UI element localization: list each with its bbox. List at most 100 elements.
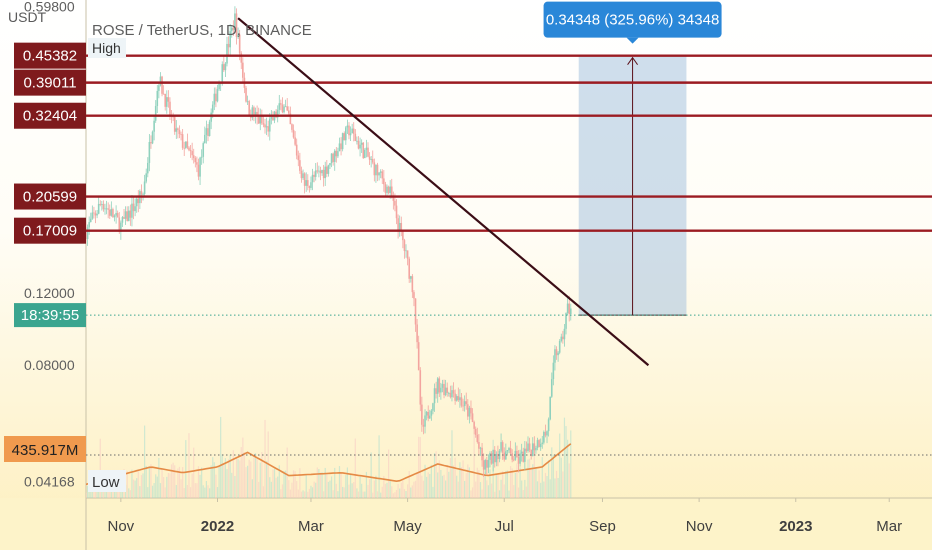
candle-body [318, 170, 320, 172]
level-label: 0.17009 [23, 223, 77, 240]
horizontal-levels [86, 54, 932, 232]
volume-bar [142, 473, 144, 498]
candle-body [124, 211, 127, 219]
x-tick-label: Nov [686, 518, 713, 535]
volume-bar [243, 452, 246, 498]
candle-body [378, 172, 380, 176]
candle-body [226, 43, 228, 64]
candle-body [188, 147, 190, 151]
volume-bar [235, 456, 238, 498]
candle-body [158, 85, 160, 91]
candle-body [512, 459, 515, 461]
candle-body [417, 342, 420, 371]
candle-body [316, 170, 319, 172]
volume-bar [304, 491, 306, 498]
candle-body [341, 133, 344, 150]
volume-bar [239, 460, 241, 498]
volume-bar [207, 485, 209, 498]
volume-bar [175, 484, 177, 498]
candle-body [538, 440, 540, 448]
trendline[interactable] [237, 17, 650, 367]
volume-bar [422, 480, 425, 498]
candle-body [440, 387, 442, 393]
candle-body [167, 97, 170, 102]
x-tick-label: 2022 [201, 518, 234, 535]
volume-bar [329, 480, 331, 498]
candle-body [303, 173, 306, 186]
volume-bar [386, 482, 388, 498]
candle-body [123, 217, 125, 219]
volume-bar [427, 472, 429, 498]
candle-body [256, 111, 258, 117]
volume-bar [261, 452, 263, 498]
candle-body [140, 191, 143, 195]
candle-body [169, 101, 171, 116]
candle-body [246, 101, 249, 103]
volume-bar [186, 485, 188, 498]
volume-bar [250, 461, 252, 498]
candle-body [108, 209, 111, 216]
level-label-bg [14, 102, 86, 129]
candle-body [120, 222, 122, 232]
volume-bar [445, 480, 447, 498]
volume-bar [286, 447, 288, 498]
candle-body [289, 113, 292, 125]
volume-bar [484, 471, 486, 498]
volume-bar [178, 466, 181, 498]
candle-body [375, 164, 377, 176]
volume-bar [256, 459, 258, 498]
volume-bar [194, 483, 196, 498]
candle-body [337, 151, 339, 157]
candle-body [400, 222, 403, 232]
volume-bar [505, 470, 507, 498]
measure-label[interactable]: 0.34348 (325.96%) 34348 [543, 1, 722, 44]
candle-body [505, 451, 507, 460]
candle-body [436, 378, 439, 394]
volume-bar [414, 480, 417, 498]
candle-body [503, 452, 506, 460]
candle-body [333, 150, 336, 162]
candle-body [101, 203, 103, 205]
candle-body [446, 387, 449, 393]
volume-bar [470, 490, 472, 498]
volume-bar [226, 469, 228, 498]
candle-body [88, 222, 90, 228]
volume-bar [109, 486, 111, 498]
candle-body [322, 169, 325, 179]
volume-bar [180, 479, 182, 498]
volume-bar [516, 463, 518, 498]
candle-body [533, 443, 536, 451]
candle-body [202, 143, 205, 157]
volume-bar [91, 487, 93, 498]
volume-bar [372, 492, 374, 498]
volume-bar [361, 483, 363, 498]
volume-bar [509, 466, 512, 498]
candle-body [183, 147, 186, 149]
candle-body [563, 328, 566, 340]
volume-bar [399, 488, 401, 498]
candle-body [281, 104, 284, 113]
volume-bar [164, 487, 166, 498]
volume-bar [535, 467, 537, 498]
volume-bar [494, 491, 496, 498]
candle-body [115, 213, 117, 216]
volume-bar [563, 417, 566, 498]
candle-body [373, 162, 376, 176]
volume-bar [150, 464, 152, 498]
candle-body [424, 415, 426, 427]
volume-bar [481, 489, 483, 498]
candle-body [135, 198, 138, 207]
candle-body [245, 87, 247, 102]
volume-bar [351, 483, 353, 498]
candle-body [416, 324, 418, 343]
candle-body [516, 450, 518, 458]
candle-body [197, 164, 200, 177]
volume-bar [140, 475, 143, 498]
candle-body [105, 208, 108, 210]
volume-bar [128, 488, 130, 498]
candle-body [433, 388, 436, 404]
volume-bar [384, 483, 387, 498]
candle-body [151, 131, 154, 144]
volume-bar [552, 454, 554, 498]
